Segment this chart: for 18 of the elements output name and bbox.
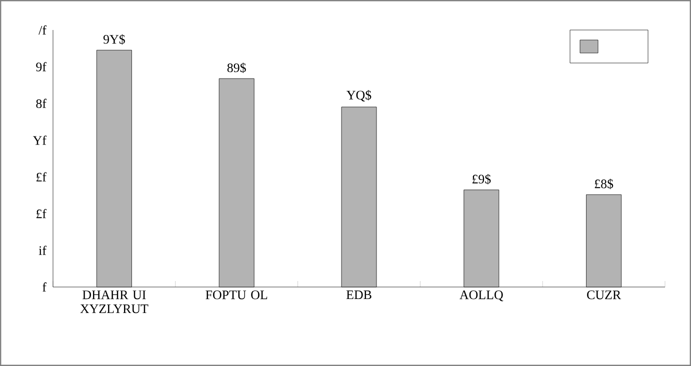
annotation: £9$ <box>472 174 491 184</box>
text: 8f <box>36 98 46 108</box>
x-tick-label: AOLLQ <box>460 290 504 302</box>
annotation: 89$ <box>227 62 246 74</box>
text: f <box>42 282 46 292</box>
annotation: £8$ <box>594 178 614 190</box>
text: 9f <box>36 62 46 72</box>
x-tick-label: FOPTU OL <box>206 290 268 300</box>
text: if <box>38 246 46 255</box>
text: £f <box>36 209 46 218</box>
annotation: 9Y$ <box>103 34 125 45</box>
x-tick-label: EDB <box>346 290 372 300</box>
x-tick-label: CUZR <box>587 290 622 300</box>
text: Yf <box>32 136 46 145</box>
x-tick-label: DHAHR UI XYZLYRUT <box>80 290 148 314</box>
annotation: YQ$ <box>346 90 372 102</box>
text: £f <box>36 172 46 182</box>
text: /f <box>38 25 46 35</box>
